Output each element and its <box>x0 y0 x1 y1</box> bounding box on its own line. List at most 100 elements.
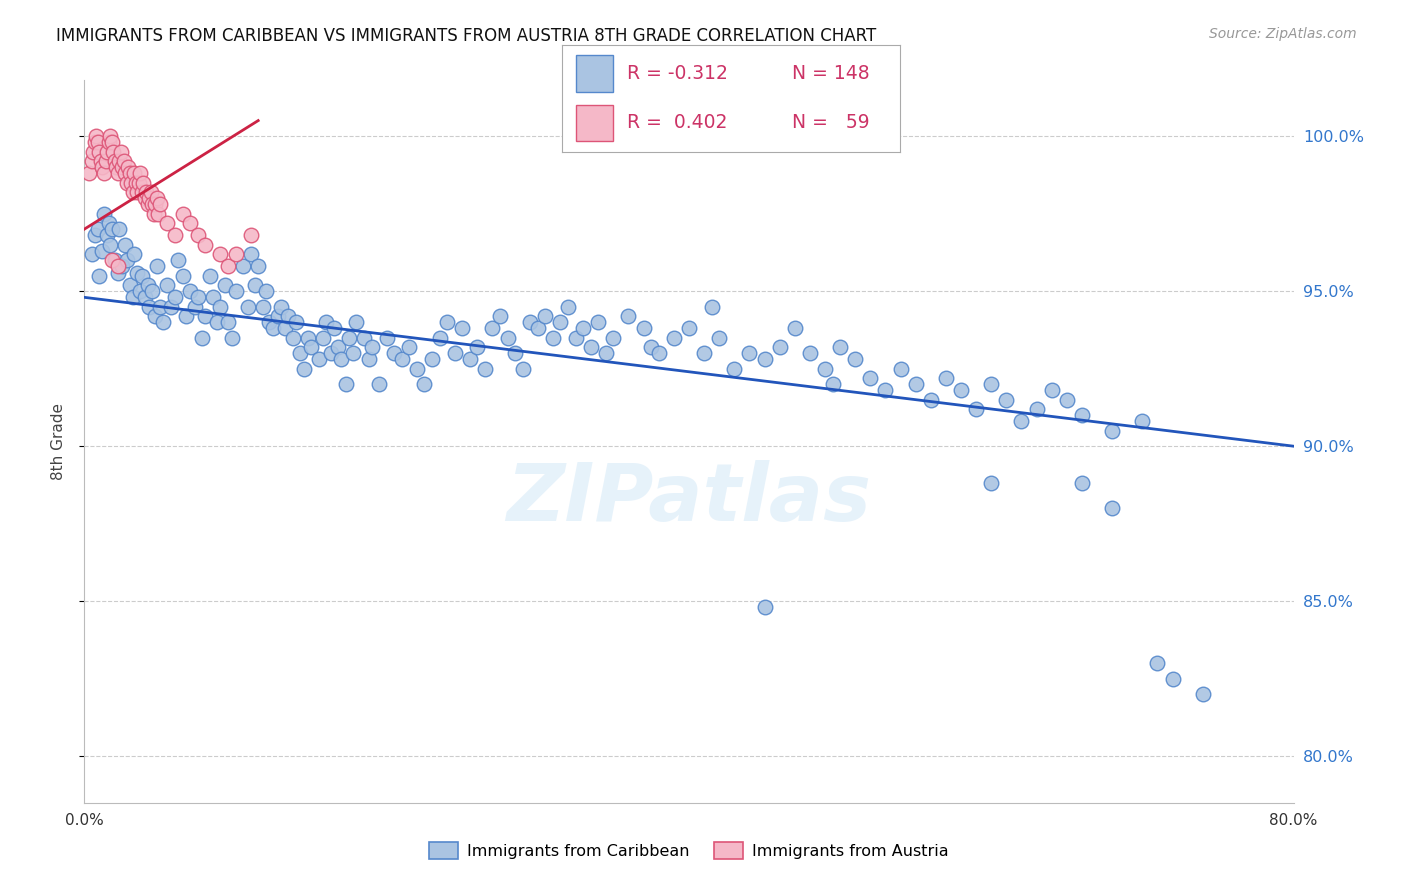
Point <box>98 237 121 252</box>
Point <box>194 309 217 323</box>
Point <box>995 392 1018 407</box>
Point <box>100 136 122 150</box>
Point <box>357 352 380 367</box>
Point <box>814 361 837 376</box>
Point <box>97 136 120 150</box>
Text: N = 148: N = 148 <box>792 64 869 83</box>
Point <box>101 145 124 159</box>
Point <box>128 176 150 190</box>
Point <box>243 277 266 292</box>
Point <box>87 136 110 150</box>
Point <box>107 266 129 280</box>
Point <box>662 331 685 345</box>
Point <box>564 331 586 345</box>
Point <box>100 253 122 268</box>
Point <box>129 284 152 298</box>
Point <box>87 222 110 236</box>
Point <box>754 600 776 615</box>
Point <box>360 340 382 354</box>
Point <box>111 260 134 274</box>
Point <box>118 277 141 292</box>
Text: ZIPatlas: ZIPatlas <box>506 460 872 539</box>
Point <box>110 145 132 159</box>
Point <box>108 222 131 236</box>
Point <box>769 340 792 354</box>
Point <box>844 352 866 367</box>
Point <box>122 166 145 180</box>
Point <box>100 222 122 236</box>
Point <box>96 145 118 159</box>
Point <box>191 331 214 345</box>
Point <box>111 160 134 174</box>
Point <box>1071 408 1094 422</box>
Point <box>98 129 121 144</box>
Point <box>136 277 159 292</box>
Point <box>368 377 391 392</box>
Point <box>799 346 821 360</box>
Point <box>139 185 162 199</box>
Point <box>257 315 280 329</box>
Point <box>980 476 1002 491</box>
Point <box>115 253 138 268</box>
Point <box>96 228 118 243</box>
Point <box>239 247 262 261</box>
Point <box>342 346 364 360</box>
Point <box>693 346 716 360</box>
Point <box>129 166 152 180</box>
Point <box>146 191 169 205</box>
Point <box>299 340 322 354</box>
Point <box>1011 414 1033 428</box>
Point <box>335 377 357 392</box>
Point <box>174 309 197 323</box>
Point <box>496 331 519 345</box>
Point <box>122 247 145 261</box>
Point <box>105 160 128 174</box>
Point <box>232 260 254 274</box>
Point <box>134 191 156 205</box>
Point <box>572 321 595 335</box>
Point <box>429 331 451 345</box>
Point <box>588 315 610 329</box>
Point <box>413 377 436 392</box>
Point <box>406 361 429 376</box>
Text: N =   59: N = 59 <box>792 113 869 132</box>
Point <box>312 331 335 345</box>
Point <box>550 315 572 329</box>
Legend: Immigrants from Caribbean, Immigrants from Austria: Immigrants from Caribbean, Immigrants fr… <box>420 834 957 867</box>
Point <box>754 352 776 367</box>
Point <box>322 321 344 335</box>
Point <box>1101 501 1123 516</box>
Point <box>308 352 330 367</box>
FancyBboxPatch shape <box>576 55 613 92</box>
Point <box>121 290 143 304</box>
Point <box>519 315 541 329</box>
Text: R =  0.402: R = 0.402 <box>627 113 727 132</box>
Point <box>141 197 163 211</box>
Point <box>134 290 156 304</box>
Point <box>830 340 852 354</box>
Point <box>172 268 194 283</box>
Point <box>138 191 160 205</box>
Point <box>152 315 174 329</box>
Point <box>534 309 557 323</box>
Point <box>274 321 297 335</box>
Point <box>633 136 655 150</box>
Point <box>97 216 120 230</box>
Point <box>198 268 221 283</box>
Point <box>1161 672 1184 686</box>
Point <box>481 321 503 335</box>
Point <box>1101 424 1123 438</box>
Point <box>254 284 277 298</box>
Point <box>1056 392 1078 407</box>
Point <box>209 300 232 314</box>
Point <box>142 206 165 220</box>
Point <box>579 340 602 354</box>
Point <box>512 361 534 376</box>
Point <box>217 315 239 329</box>
Point <box>104 253 127 268</box>
Point <box>337 331 360 345</box>
Point <box>436 315 458 329</box>
Point <box>138 300 160 314</box>
Point <box>281 331 304 345</box>
Point <box>319 346 342 360</box>
